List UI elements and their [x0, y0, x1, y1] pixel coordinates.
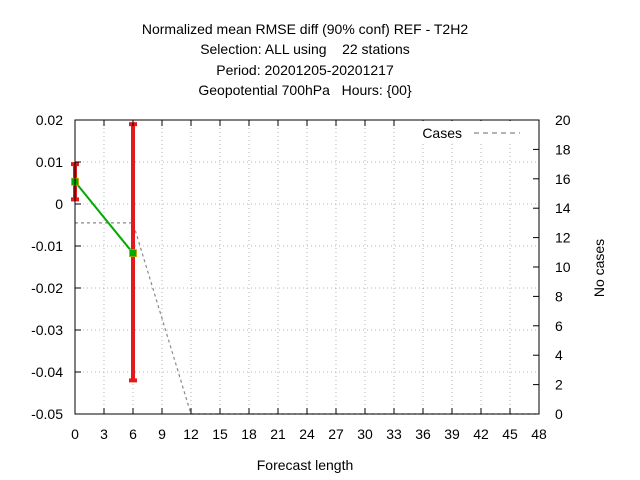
title-line-1: Normalized mean RMSE diff (90% conf) REF…	[142, 21, 468, 37]
x-tick-label: 45	[502, 426, 518, 442]
y-axis-ticks: 0.02 0.01 0 -0.01 -0.02 -0.03 -0.04 -0.05	[31, 112, 81, 422]
x-tick-label: 33	[386, 426, 402, 442]
y-tick-label: 0.01	[36, 154, 63, 170]
x-tick-label: 3	[100, 426, 108, 442]
x-tick-label: 9	[158, 426, 166, 442]
y2-tick-label: 12	[555, 230, 571, 246]
x-axis-label: Forecast length	[257, 457, 354, 473]
x-axis-ticks: 0 3 6 9 12 15 18 21 24 27 30 33 36 39 42 45 48	[71, 120, 547, 442]
y2-axis-label: No cases	[591, 239, 607, 297]
y-tick-label: -0.02	[31, 280, 63, 296]
title-line-4: Geopotential 700hPa Hours: {00}	[198, 82, 412, 98]
y2-tick-label: 20	[555, 112, 571, 128]
y2-tick-label: 14	[555, 200, 571, 216]
x-tick-label: 24	[299, 426, 315, 442]
y2-tick-label: 4	[555, 347, 563, 363]
y2-tick-label: 2	[555, 377, 563, 393]
title-line-3: Period: 20201205-20201217	[216, 62, 394, 78]
chart-title: Normalized mean RMSE diff (90% conf) REF…	[142, 21, 468, 98]
x-tick-label: 48	[531, 426, 547, 442]
cases-line	[75, 222, 539, 415]
legend: Cases	[408, 121, 538, 143]
data-point	[129, 249, 137, 258]
y-tick-label: 0.02	[36, 112, 63, 128]
y-tick-label: -0.04	[31, 364, 63, 380]
grid-lines	[75, 120, 539, 414]
legend-label-cases: Cases	[422, 125, 462, 141]
y2-tick-label: 18	[555, 141, 571, 157]
y2-tick-label: 0	[555, 406, 563, 422]
x-tick-label: 12	[183, 426, 199, 442]
x-tick-label: 39	[444, 426, 460, 442]
y-tick-label: -0.03	[31, 322, 63, 338]
x-tick-label: 27	[328, 426, 344, 442]
y2-tick-label: 10	[555, 259, 571, 275]
x-tick-label: 30	[357, 426, 373, 442]
x-tick-label: 36	[415, 426, 431, 442]
y-tick-label: -0.05	[31, 406, 63, 422]
y2-tick-label: 8	[555, 288, 563, 304]
cases-layer	[75, 222, 539, 415]
title-line-2: Selection: ALL using 22 stations	[200, 41, 410, 57]
y2-tick-label: 16	[555, 171, 571, 187]
x-tick-label: 0	[71, 426, 79, 442]
x-tick-label: 21	[270, 426, 286, 442]
x-tick-label: 42	[473, 426, 489, 442]
x-tick-label: 6	[129, 426, 137, 442]
y-tick-label: 0	[55, 196, 63, 212]
series-line	[74, 181, 134, 254]
y2-tick-label: 6	[555, 318, 563, 334]
x-tick-label: 15	[212, 426, 228, 442]
y-tick-label: -0.01	[31, 238, 63, 254]
x-tick-label: 18	[241, 426, 257, 442]
